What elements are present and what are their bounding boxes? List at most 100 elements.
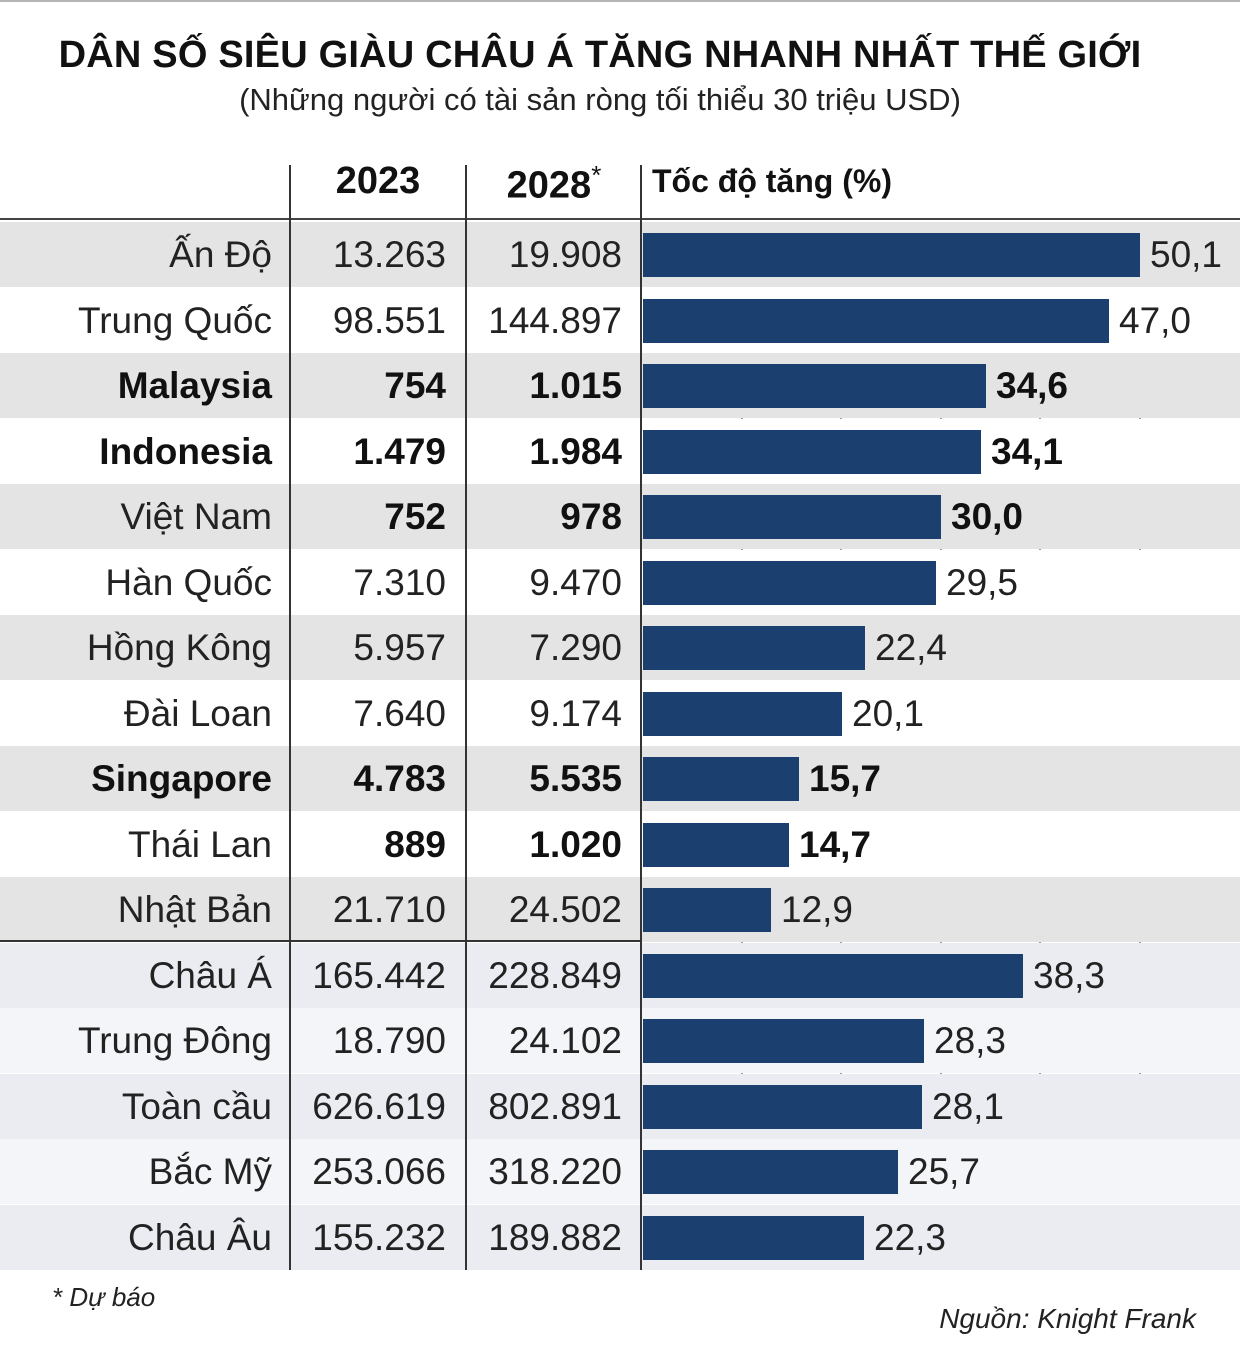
value-2028: 24.102 [508,1020,622,1061]
column-header-2028: 2028* [466,160,642,208]
value-2023: 626.619 [312,1086,446,1127]
growth-label: 25,7 [908,1151,981,1192]
growth-label: 34,6 [996,365,1069,406]
chart-subtitle: (Những người có tài sản ròng tối thiểu 3… [239,82,961,117]
source-credit: Nguồn: Knight Frank [939,1303,1196,1334]
value-2028: 189.882 [488,1217,622,1258]
row-label: Châu Á [148,955,272,996]
region-separator [0,940,642,942]
value-2023: 155.232 [312,1217,446,1258]
table-row: Trung Đông 18.790 24.102 28,3 [0,1008,1240,1073]
table-row: Việt Nam 752 978 30,0 [0,484,1240,549]
value-2028: 5.535 [529,758,622,799]
value-2023: 13.263 [332,234,446,275]
growth-label: 14,7 [799,824,872,865]
value-2028: 144.897 [488,300,622,341]
growth-bar [643,430,981,474]
value-2023: 18.790 [332,1020,446,1061]
row-label: Trung Quốc [78,300,272,341]
growth-label: 34,1 [991,431,1064,472]
row-label: Việt Nam [120,496,273,537]
growth-bar [643,692,842,736]
growth-bar [643,954,1023,998]
row-label: Châu Âu [128,1217,272,1258]
table-row: Châu Âu 155.232 189.882 22,3 [0,1205,1240,1270]
growth-bar [643,561,936,605]
column-header-2028-year: 2028 [506,164,592,207]
table-row: Nhật Bản 21.710 24.502 12,9 [0,877,1240,942]
growth-bar [643,1216,864,1260]
value-2023: 7.310 [353,562,446,603]
row-label: Thái Lan [128,824,272,865]
row-label: Hồng Kông [86,627,272,668]
growth-label: 15,7 [809,758,882,799]
row-label: Toàn cầu [121,1086,272,1127]
column-header-growth: Tốc độ tăng (%) [652,163,892,199]
growth-label: 38,3 [1033,955,1106,996]
growth-bar [643,1019,924,1063]
growth-bar [643,233,1140,277]
row-label: Hàn Quốc [105,562,272,603]
growth-bar [643,757,799,801]
value-2028: 802.891 [488,1086,622,1127]
value-2028: 1.984 [529,431,622,472]
row-label: Malaysia [117,365,272,406]
growth-label: 28,3 [934,1020,1007,1061]
growth-bar [643,495,941,539]
value-2028: 24.502 [508,889,622,930]
column-divider-3 [640,165,642,1270]
value-2028: 1.020 [529,824,622,865]
value-2023: 21.710 [332,889,446,930]
value-2028: 19.908 [508,234,622,275]
value-2023: 98.551 [332,300,446,341]
value-2023: 754 [384,365,446,406]
table-row: Hàn Quốc 7.310 9.470 29,5 [0,550,1240,615]
value-2028: 1.015 [529,365,622,406]
growth-bar [643,299,1109,343]
table-row: Trung Quốc 98.551 144.897 47,0 [0,288,1240,353]
growth-label: 12,9 [781,889,854,930]
header-divider [0,218,1240,220]
growth-bar [643,823,789,867]
table-row: Đài Loan 7.640 9.174 20,1 [0,681,1240,746]
growth-label: 20,1 [852,693,925,734]
value-2023: 1.479 [353,431,446,472]
value-2023: 5.957 [353,627,446,668]
column-divider-2 [465,165,467,1270]
row-label: Ấn Độ [169,234,272,275]
growth-bar [643,1085,922,1129]
value-2028: 9.174 [529,693,622,734]
value-2023: 165.442 [312,955,446,996]
row-label: Nhật Bản [117,889,272,930]
growth-bar [643,1150,898,1194]
growth-label: 28,1 [932,1086,1005,1127]
value-2028: 9.470 [529,562,622,603]
table-row: Ấn Độ 13.263 19.908 50,1 [0,222,1240,287]
value-2028: 318.220 [488,1151,622,1192]
value-2028: 228.849 [488,955,622,996]
value-2028: 978 [560,496,622,537]
row-label: Bắc Mỹ [148,1151,272,1192]
growth-label: 22,4 [875,627,948,668]
value-2023: 4.783 [353,758,446,799]
growth-bar [643,364,986,408]
growth-label: 30,0 [951,496,1024,537]
growth-bar [643,888,771,932]
table-row: Châu Á 165.442 228.849 38,3 [0,943,1240,1008]
growth-label: 50,1 [1150,234,1223,275]
footnote: * Dự báo [52,1282,156,1312]
table-row: Bắc Mỹ 253.066 318.220 25,7 [0,1139,1240,1204]
chart-title: DÂN SỐ SIÊU GIÀU CHÂU Á TĂNG NHANH NHẤT … [58,34,1142,76]
column-divider-1 [289,165,291,1270]
table-row: Toàn cầu 626.619 802.891 28,1 [0,1074,1240,1139]
value-2023: 889 [384,824,446,865]
row-label: Indonesia [99,431,272,472]
table-row: Thái Lan 889 1.020 14,7 [0,812,1240,877]
value-2023: 7.640 [353,693,446,734]
growth-label: 22,3 [874,1217,947,1258]
column-header-2023: 2023 [335,160,421,202]
value-2023: 752 [384,496,446,537]
growth-label: 29,5 [946,562,1019,603]
growth-bar [643,626,865,670]
row-label: Singapore [91,758,272,799]
